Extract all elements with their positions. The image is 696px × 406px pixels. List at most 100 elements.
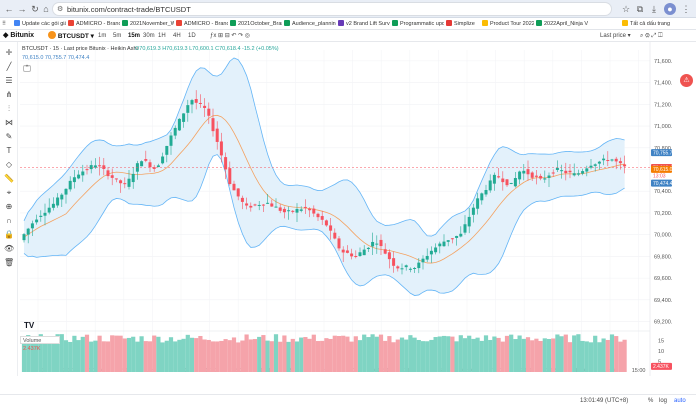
lock-icon[interactable]: 🔒 — [4, 230, 14, 239]
back-icon[interactable]: ← — [4, 4, 14, 14]
volume-bar — [555, 334, 560, 372]
symbol-selector[interactable]: BTCUSDT ▾ — [48, 31, 94, 42]
btc-icon — [48, 31, 56, 39]
pattern-icon[interactable]: ⋈ — [5, 118, 13, 127]
volume-bar — [173, 341, 178, 372]
legend-collapse-button[interactable]: ^ — [23, 65, 31, 72]
alert-icon[interactable]: ⚠ — [680, 74, 693, 87]
pitchfork-icon[interactable]: ⋔ — [5, 90, 13, 99]
browser-top-bar: ← → ↻ ⌂ ⚙ bitunix.com/contract-trade/BTC… — [0, 0, 696, 18]
bookmark-item[interactable]: Update các gói giả... — [14, 19, 66, 29]
candle-body — [392, 258, 396, 266]
bookmark-item[interactable]: 2021October_Brand... — [230, 19, 282, 29]
price-chart[interactable]: 71,600.0 71,400.0 71,200.0 71,000.0 70,800.0… — [18, 42, 672, 376]
candle-body — [543, 178, 547, 180]
indicators-icon[interactable]: ƒx ⊞ ⊟ ↶ ↷ ◎ — [210, 33, 251, 39]
y-tick-label: 71,400.0 — [654, 81, 672, 87]
shapes-icon[interactable]: ◇ — [5, 160, 13, 169]
percent-toggle[interactable]: % — [648, 398, 654, 404]
timeframe-5m[interactable]: 5m — [113, 33, 122, 39]
candle-body — [274, 206, 278, 208]
volume-bar — [290, 338, 295, 372]
candle-body — [480, 193, 484, 201]
crosshair-icon[interactable]: ✛ — [5, 48, 13, 57]
download-icon[interactable]: ⤓ — [652, 4, 656, 14]
eye-icon[interactable]: 👁 — [4, 244, 15, 253]
volume-bar — [315, 341, 321, 372]
candle-body — [291, 210, 295, 212]
menu-icon[interactable]: ⋮ — [681, 4, 691, 14]
candle-body — [488, 180, 492, 191]
bookmark-favicon-icon — [446, 20, 452, 26]
forward-icon[interactable]: → — [17, 4, 27, 14]
horizontal-lines-icon[interactable]: ☰ — [5, 76, 13, 85]
timeframe-1m[interactable]: 1m — [98, 33, 107, 39]
volume-bar — [341, 335, 346, 372]
volume-bar — [408, 335, 413, 372]
volume-bar — [320, 340, 325, 372]
volume-bar — [311, 334, 316, 372]
timeframe-1H[interactable]: 1H — [158, 33, 166, 39]
home-icon[interactable]: ⌂ — [43, 4, 49, 14]
candle-body — [429, 250, 433, 255]
bookmark-item[interactable]: ADMICRO - BrandU... — [68, 19, 120, 29]
timeframe-15m[interactable]: 15m — [128, 33, 141, 39]
layout-icons[interactable]: ⌕ ⚙ ⤢ ◫ — [640, 33, 663, 39]
log-toggle[interactable]: log — [659, 398, 668, 404]
candle-body — [43, 212, 47, 216]
bookmark-label: Product Tour 2022 -... — [490, 21, 534, 27]
bitunix-logo: ◆ Bitunix — [3, 32, 35, 39]
candle-body — [22, 234, 26, 241]
price-mode-select[interactable]: Last price ▾ — [600, 33, 631, 39]
candle-body — [165, 145, 169, 155]
volume-bar — [30, 336, 35, 372]
volume-bar — [530, 340, 535, 372]
measure-icon[interactable]: ⌖ — [6, 188, 12, 197]
bookmark-item[interactable]: ADMICRO - Brand li... — [176, 19, 228, 29]
volume-bar — [504, 335, 510, 372]
apps-icon[interactable]: ⠿ — [2, 21, 7, 27]
magnet-icon[interactable]: ∩ — [6, 216, 12, 225]
volume-bar — [475, 337, 480, 372]
volume-bar — [618, 341, 623, 372]
bookmarks-bar: ⠿ Tất cả dấu trang Update các gói giả...… — [0, 18, 696, 30]
site-info-icon[interactable]: ⚙ — [57, 6, 64, 13]
brush-icon[interactable]: ✎ — [5, 132, 13, 141]
trash-icon[interactable]: 🗑 — [4, 258, 15, 267]
trend-line-icon[interactable]: ╱ — [6, 62, 12, 71]
volume-last-tag — [651, 362, 672, 370]
volume-bar — [59, 334, 64, 372]
candle-body — [358, 252, 362, 257]
candle-body — [576, 173, 580, 175]
candle-body — [102, 165, 106, 170]
text-icon[interactable]: T — [6, 146, 12, 155]
fib-icon[interactable]: ⫶ — [8, 104, 10, 113]
bookmark-item[interactable]: Audience_planning_... — [284, 19, 336, 29]
ruler-icon[interactable]: 📏 — [4, 174, 14, 183]
bookmark-item[interactable]: Simplize — [446, 19, 475, 29]
auto-toggle[interactable]: auto — [674, 398, 686, 404]
all-bookmarks[interactable]: Tất cả dấu trang — [622, 19, 670, 29]
candle-body — [140, 161, 144, 167]
timeframe-4H[interactable]: 4H — [173, 33, 181, 39]
bookmark-item[interactable]: Product Tour 2022 -... — [482, 19, 534, 29]
candle-body — [337, 238, 341, 249]
timeframe-1D[interactable]: 1D — [188, 33, 196, 39]
extensions-icon[interactable]: ⧉ — [636, 4, 644, 14]
candle-body — [282, 208, 286, 213]
bookmark-item[interactable]: 2021November_Wa... — [122, 19, 174, 29]
volume-tick-label: 5 — [658, 359, 661, 365]
timeframe-30m[interactable]: 30m — [143, 33, 155, 39]
bookmark-item[interactable]: Programmatic upda... — [392, 19, 444, 29]
address-bar[interactable]: ⚙ bitunix.com/contract-trade/BTCUSDT — [52, 2, 612, 16]
reload-icon[interactable]: ↻ — [31, 4, 39, 14]
volume-bar — [143, 341, 148, 372]
profile-avatar[interactable]: ● — [664, 3, 676, 15]
candle-body — [152, 167, 156, 169]
candle-body — [606, 160, 610, 162]
bookmark-star-icon[interactable]: ☆ — [621, 4, 631, 14]
bookmark-item[interactable]: v2 Brand Lift Survey... — [338, 19, 390, 29]
candle-body — [161, 156, 165, 164]
bookmark-item[interactable]: 2022April_Ninja Van... — [536, 19, 588, 29]
zoom-icon[interactable]: ⊕ — [5, 202, 13, 211]
